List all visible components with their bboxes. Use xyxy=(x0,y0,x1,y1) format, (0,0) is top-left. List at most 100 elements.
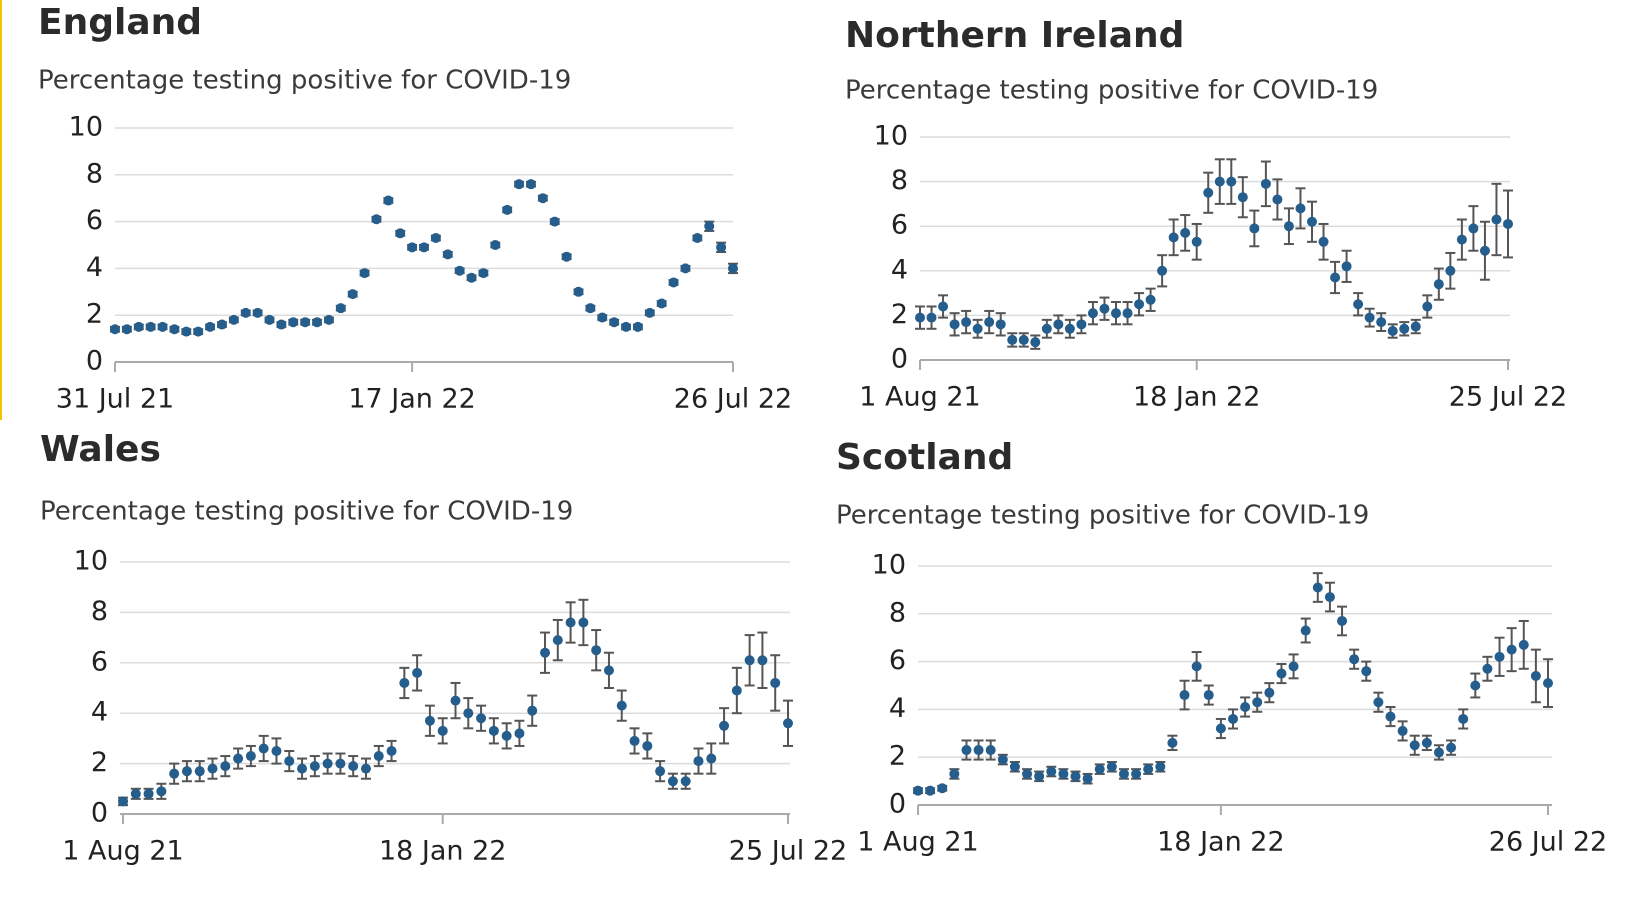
point xyxy=(1203,187,1214,198)
point xyxy=(984,317,995,328)
point xyxy=(1468,223,1479,234)
point xyxy=(240,307,251,318)
point xyxy=(1145,294,1156,305)
point xyxy=(728,263,738,274)
point xyxy=(1349,654,1360,665)
point xyxy=(1387,326,1398,337)
x-tick-label: 26 Jul 22 xyxy=(1489,827,1607,858)
point xyxy=(565,617,576,628)
point xyxy=(549,216,560,227)
point xyxy=(395,228,406,239)
point xyxy=(476,713,487,724)
point xyxy=(284,756,295,767)
point xyxy=(1421,737,1432,748)
point xyxy=(1030,337,1041,348)
point xyxy=(1215,723,1226,734)
point xyxy=(194,766,205,777)
point xyxy=(915,312,925,323)
point xyxy=(220,761,231,772)
point xyxy=(997,754,1008,765)
point xyxy=(430,232,441,243)
point xyxy=(323,314,334,325)
point xyxy=(463,708,474,719)
point xyxy=(668,277,679,288)
point xyxy=(207,763,218,774)
point xyxy=(297,763,308,774)
point xyxy=(271,746,282,756)
point xyxy=(603,665,614,676)
point xyxy=(537,193,548,204)
point xyxy=(110,324,120,335)
point xyxy=(300,317,311,328)
point xyxy=(1179,690,1190,701)
point xyxy=(926,312,937,323)
point xyxy=(1143,764,1154,775)
point xyxy=(1122,308,1133,319)
point xyxy=(938,301,949,312)
point xyxy=(312,317,323,328)
point xyxy=(1041,323,1052,334)
point xyxy=(1361,666,1372,677)
point xyxy=(454,265,465,276)
point xyxy=(1337,615,1348,626)
point xyxy=(667,776,678,787)
y-tick-label: 6 xyxy=(91,646,108,677)
point xyxy=(1341,261,1352,272)
point xyxy=(656,298,667,309)
point xyxy=(609,317,620,328)
point xyxy=(1276,668,1287,679)
point xyxy=(597,312,608,323)
point xyxy=(169,324,180,335)
point xyxy=(1288,661,1299,672)
point xyxy=(1300,625,1311,636)
point xyxy=(133,321,144,332)
point xyxy=(655,766,666,777)
point xyxy=(383,195,394,206)
x-tick-label: 18 Jan 22 xyxy=(1157,827,1285,858)
point xyxy=(1191,236,1202,247)
point xyxy=(1530,670,1541,681)
y-tick-label: 10 xyxy=(872,550,906,581)
point xyxy=(335,758,346,769)
point xyxy=(1494,651,1505,662)
point xyxy=(424,715,435,726)
point xyxy=(288,317,299,328)
y-tick-label: 4 xyxy=(889,693,906,724)
point xyxy=(386,746,397,756)
point xyxy=(757,655,768,666)
point xyxy=(1167,737,1178,748)
point xyxy=(1324,592,1335,603)
point xyxy=(1307,216,1317,227)
point xyxy=(585,303,596,314)
point xyxy=(973,745,984,756)
point xyxy=(1168,232,1179,243)
point xyxy=(621,321,632,332)
y-tick-label: 8 xyxy=(891,165,908,196)
x-tick-label: 26 Jul 22 xyxy=(674,384,792,415)
point xyxy=(1385,711,1396,722)
point xyxy=(1399,323,1410,334)
point xyxy=(1070,771,1081,782)
chart-subtitle: Percentage testing positive for COVID-19 xyxy=(38,66,571,96)
point xyxy=(561,251,572,262)
point xyxy=(143,788,154,799)
point xyxy=(1456,234,1467,245)
point xyxy=(731,685,742,696)
point xyxy=(1422,301,1433,312)
point xyxy=(1099,303,1110,314)
point xyxy=(1022,768,1033,779)
y-tick-label: 6 xyxy=(86,205,103,236)
point xyxy=(1479,245,1490,256)
point xyxy=(1373,697,1384,708)
point xyxy=(412,667,423,678)
point xyxy=(1180,227,1191,238)
point xyxy=(1240,702,1251,713)
point xyxy=(1053,319,1064,330)
point xyxy=(407,242,418,253)
point xyxy=(1058,768,1069,779)
point xyxy=(1397,725,1408,736)
point xyxy=(1470,680,1481,691)
point xyxy=(632,321,643,332)
point xyxy=(1134,299,1145,310)
point xyxy=(995,319,1006,330)
